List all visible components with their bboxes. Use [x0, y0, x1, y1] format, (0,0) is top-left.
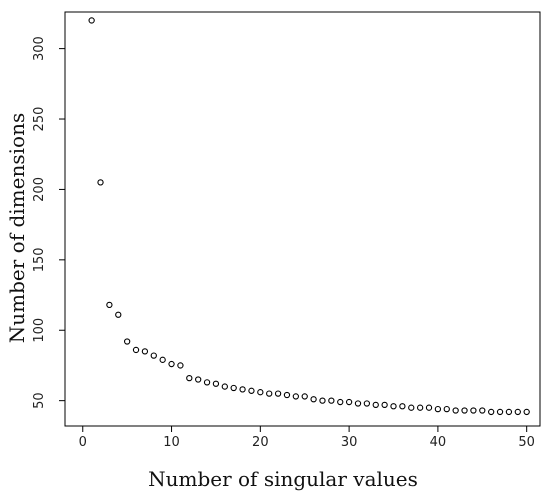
- y-tick-label: 200: [32, 177, 47, 202]
- data-point: [186, 374, 193, 382]
- data-point: [230, 384, 237, 392]
- y-tick-label: 50: [32, 392, 47, 409]
- data-point: [337, 398, 344, 406]
- data-points: [88, 17, 530, 416]
- data-point: [257, 389, 264, 396]
- x-tick-label: 0: [79, 435, 87, 450]
- data-point: [292, 393, 299, 400]
- data-point: [488, 408, 495, 416]
- data-point: [221, 383, 228, 390]
- data-point: [319, 397, 326, 404]
- y-axis: 50 100 150 200 250 300: [32, 36, 65, 409]
- data-point: [97, 179, 104, 186]
- data-point: [141, 348, 149, 355]
- x-tick-label: 30: [341, 435, 358, 450]
- data-point: [479, 407, 486, 414]
- data-point: [310, 396, 317, 403]
- x-tick-label: 50: [518, 435, 535, 450]
- x-tick-label: 10: [163, 435, 180, 450]
- data-point: [416, 404, 424, 411]
- y-axis-title: Number of dimensions: [5, 113, 29, 343]
- data-point: [381, 401, 388, 409]
- data-point: [239, 386, 246, 393]
- data-point: [212, 380, 220, 387]
- data-point: [514, 408, 521, 416]
- data-point: [203, 379, 211, 386]
- data-point: [452, 407, 459, 414]
- data-point: [248, 387, 255, 394]
- data-point: [408, 404, 415, 411]
- data-point: [425, 404, 433, 411]
- data-point: [150, 352, 157, 359]
- data-point: [470, 407, 477, 414]
- data-point: [301, 393, 308, 400]
- data-point: [266, 390, 273, 397]
- x-tick-label: 40: [430, 435, 447, 450]
- data-point: [363, 400, 371, 407]
- x-axis-title: Number of singular values: [148, 467, 418, 491]
- data-point: [159, 356, 166, 363]
- data-point: [274, 390, 282, 397]
- data-point: [115, 311, 122, 318]
- y-tick-label: 250: [32, 107, 47, 132]
- plot-frame: [64, 11, 541, 427]
- data-point: [328, 397, 335, 404]
- data-point: [132, 346, 140, 354]
- data-point: [443, 405, 450, 413]
- data-point: [123, 338, 131, 345]
- data-point: [106, 301, 113, 309]
- data-point: [345, 398, 353, 406]
- data-point: [354, 400, 362, 407]
- data-point: [88, 17, 95, 24]
- y-tick-label: 150: [32, 247, 47, 272]
- data-point: [399, 403, 406, 410]
- data-point: [523, 408, 530, 416]
- data-point: [372, 401, 379, 409]
- data-point: [168, 360, 175, 368]
- data-point: [283, 391, 291, 399]
- y-tick-label: 100: [32, 318, 47, 343]
- data-point: [434, 405, 442, 413]
- y-tick-label: 300: [32, 36, 47, 61]
- data-point: [496, 408, 504, 416]
- data-point: [390, 403, 397, 410]
- data-point: [461, 407, 468, 414]
- x-axis: 0 10 20 30 40 50: [79, 426, 535, 450]
- data-point: [177, 362, 184, 369]
- x-tick-label: 20: [252, 435, 269, 450]
- data-point: [505, 408, 513, 416]
- data-point: [195, 376, 202, 383]
